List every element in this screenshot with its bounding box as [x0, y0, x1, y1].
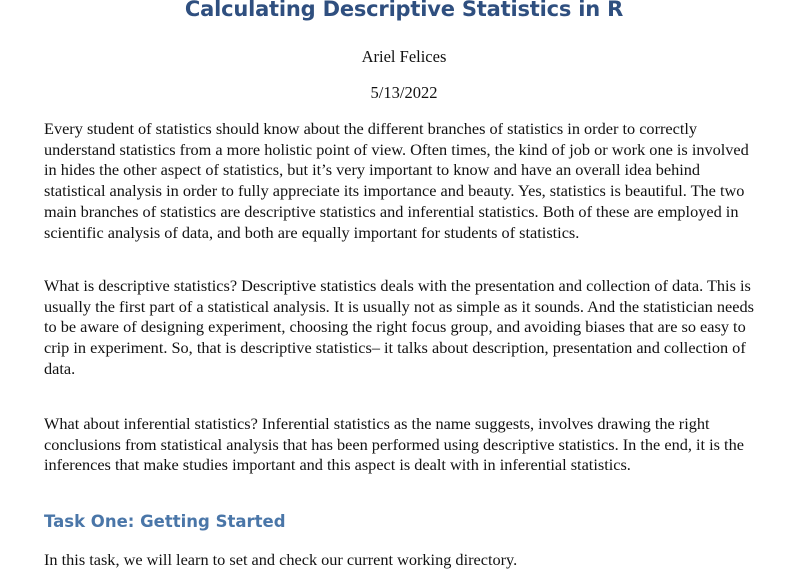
document-date: 5/13/2022 [370, 83, 438, 102]
section-heading: Task One: Getting Started [44, 512, 286, 531]
paragraph-descriptive-statistics: What is descriptive statistics? Descript… [44, 276, 754, 378]
paragraph-branches-of-statistics: Every student of statistics should know … [44, 119, 749, 242]
document-author: Ariel Felices [361, 47, 447, 66]
paragraph-inferential-statistics: What about inferential statistics? Infer… [44, 414, 744, 475]
section-paragraph: In this task, we will learn to set and c… [44, 550, 518, 569]
document-title: Calculating Descriptive Statistics in R [184, 0, 624, 21]
